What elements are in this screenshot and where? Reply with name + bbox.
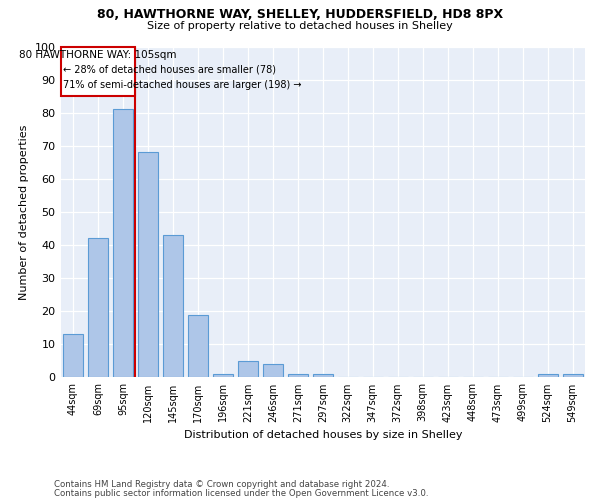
Bar [113,110,133,378]
Bar [213,374,233,378]
Bar [63,334,83,378]
Bar [238,361,258,378]
Text: ← 28% of detached houses are smaller (78): ← 28% of detached houses are smaller (78… [63,64,276,74]
Y-axis label: Number of detached properties: Number of detached properties [19,124,29,300]
Bar [538,374,557,378]
Bar [163,235,183,378]
Bar [188,314,208,378]
X-axis label: Distribution of detached houses by size in Shelley: Distribution of detached houses by size … [184,430,462,440]
Text: Size of property relative to detached houses in Shelley: Size of property relative to detached ho… [147,21,453,31]
Bar [88,238,108,378]
Bar [263,364,283,378]
Bar [313,374,333,378]
Text: 71% of semi-detached houses are larger (198) →: 71% of semi-detached houses are larger (… [63,80,302,90]
Text: 80, HAWTHORNE WAY, SHELLEY, HUDDERSFIELD, HD8 8PX: 80, HAWTHORNE WAY, SHELLEY, HUDDERSFIELD… [97,8,503,20]
FancyBboxPatch shape [61,46,136,96]
Bar [138,152,158,378]
Text: 80 HAWTHORNE WAY: 105sqm: 80 HAWTHORNE WAY: 105sqm [19,50,177,60]
Bar [288,374,308,378]
Bar [563,374,583,378]
Text: Contains public sector information licensed under the Open Government Licence v3: Contains public sector information licen… [54,490,428,498]
Text: Contains HM Land Registry data © Crown copyright and database right 2024.: Contains HM Land Registry data © Crown c… [54,480,389,489]
